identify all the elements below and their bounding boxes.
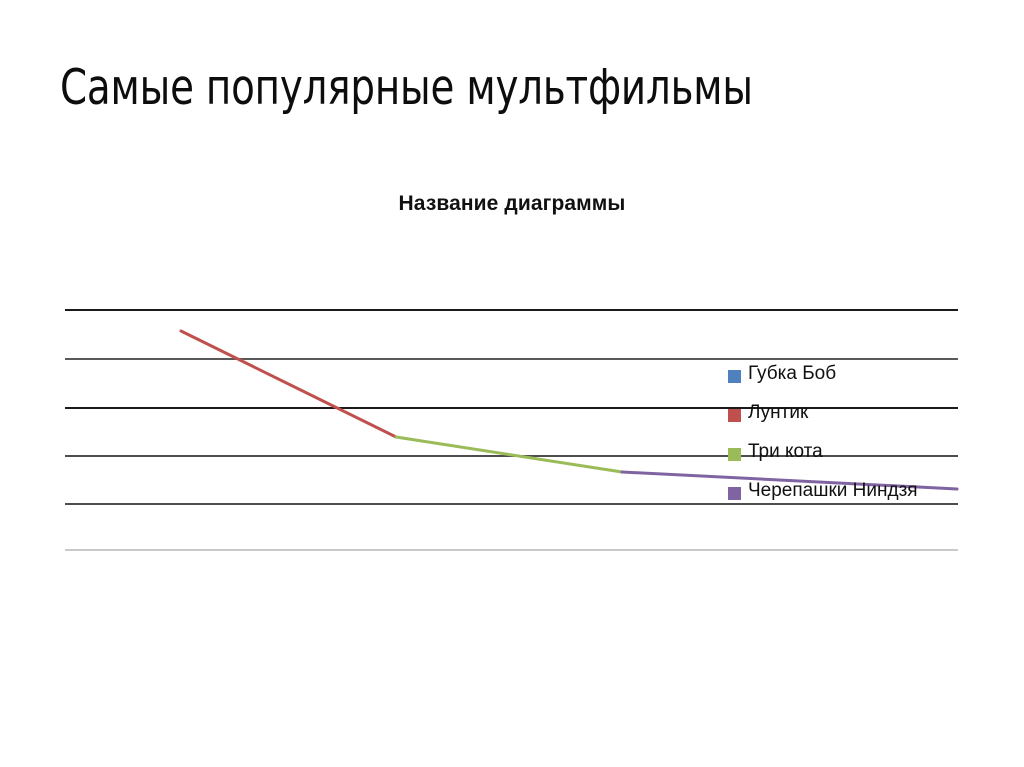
legend-item-cherepashki-nindzya[interactable]: Черепашки Ниндзя (728, 480, 1024, 519)
legend-item-luntik[interactable]: Лунтик (728, 402, 1024, 441)
axis-line-bottom (65, 549, 958, 551)
legend-label-cherepashki-nindzya: Черепашки Ниндзя (748, 480, 918, 501)
legend-label-tri-kota: Три кота (748, 441, 823, 462)
legend-swatch-luntik (728, 409, 741, 422)
legend-item-gubka-bob[interactable]: Губка Боб (728, 363, 1024, 402)
legend-label-luntik: Лунтик (748, 402, 809, 423)
legend-label-gubka-bob: Губка Боб (748, 363, 837, 384)
gridline-1 (65, 309, 958, 311)
chart-legend[interactable]: Губка Боб Лунтик Три кота Черепашки Нинд… (728, 363, 1024, 519)
page-title: Самые популярные мультфильмы (60, 59, 753, 116)
legend-swatch-tri-kota (728, 448, 741, 461)
chart-title: Название диаграммы (398, 192, 626, 215)
series-line-cherepashki-nindzya (620, 470, 959, 491)
chart-series-lines (179, 329, 959, 491)
legend-swatch-cherepashki-nindzya (728, 487, 741, 500)
gridline-2 (65, 358, 958, 360)
series-line-luntik (179, 329, 398, 439)
legend-swatch-gubka-bob (728, 370, 741, 383)
gridline-5 (65, 503, 958, 505)
gridline-3 (65, 407, 958, 409)
chart-plot-area (65, 300, 959, 560)
series-line-tri-kota (394, 435, 624, 474)
legend-item-tri-kota[interactable]: Три кота (728, 441, 1024, 480)
